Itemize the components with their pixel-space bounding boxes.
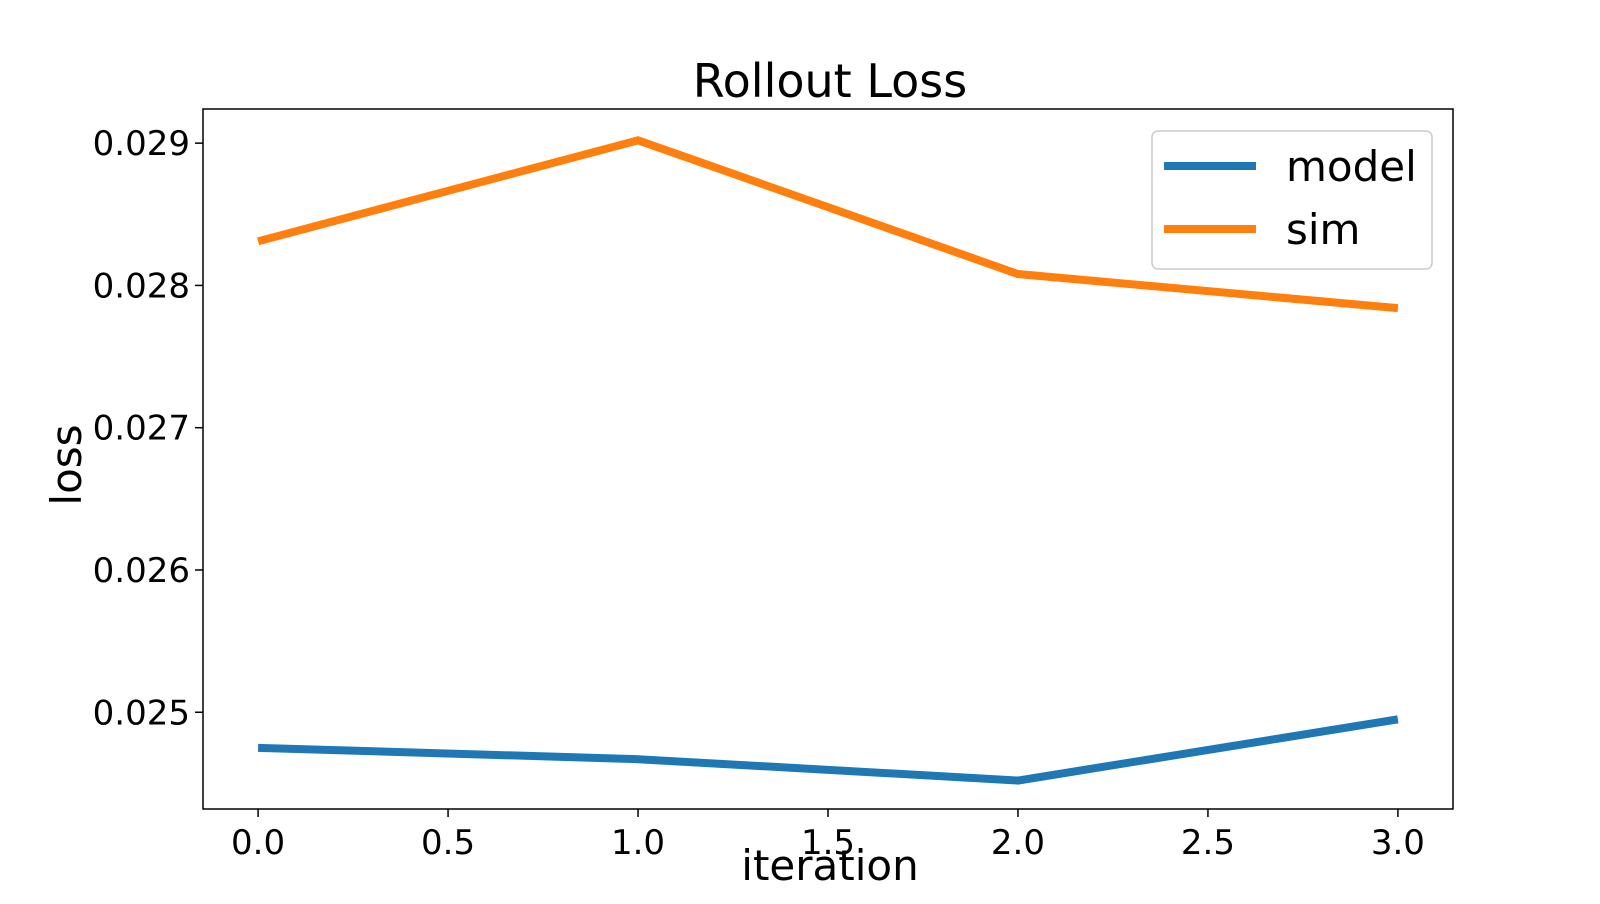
- y-tick-label: 0.029: [93, 124, 190, 164]
- x-tick-label: 1.0: [611, 823, 665, 863]
- chart-title: Rollout Loss: [693, 54, 967, 108]
- y-tick-label: 0.026: [93, 551, 190, 591]
- y-tick-label: 0.027: [93, 409, 190, 449]
- y-tick-label: 0.028: [93, 266, 190, 306]
- y-axis-label: loss: [42, 424, 91, 505]
- series-line-sim: [257, 136, 1399, 313]
- x-axis-ticks: 0.0 0.5 1.0 1.5 2.0 2.5 3.0: [231, 809, 1425, 863]
- legend: model sim: [1151, 130, 1433, 270]
- x-tick-label: 0.5: [421, 823, 475, 863]
- x-tick-label: 1.5: [801, 823, 855, 863]
- x-tick-label: 0.0: [231, 823, 285, 863]
- legend-label-sim: sim: [1286, 205, 1360, 254]
- x-tick-label: 3.0: [1371, 823, 1425, 863]
- y-tick-label: 0.025: [93, 693, 190, 733]
- x-tick-label: 2.5: [1181, 823, 1235, 863]
- series-layer: [257, 136, 1399, 785]
- plot-area-frame: [202, 108, 1454, 810]
- legend-label-model: model: [1286, 142, 1417, 191]
- x-axis-label: iteration: [741, 841, 918, 890]
- x-tick-label: 2.0: [991, 823, 1045, 863]
- series-line-model: [257, 715, 1399, 785]
- y-axis-ticks: 0.025 0.026 0.027 0.028 0.029: [93, 124, 203, 733]
